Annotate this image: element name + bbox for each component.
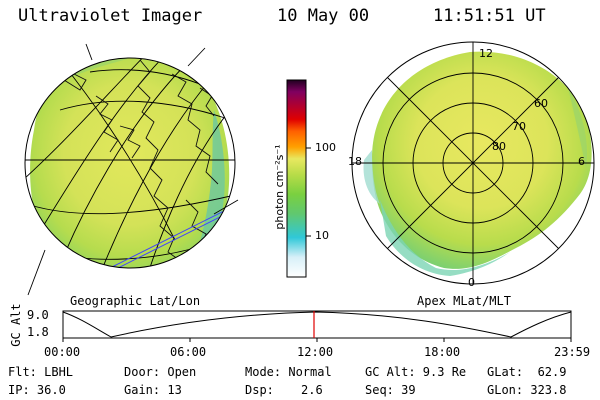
mlat-label-60: 60 (534, 97, 548, 110)
altitude-curve (62, 311, 572, 338)
mlt-label-12: 12 (479, 47, 493, 60)
header-title: Ultraviolet Imager (18, 6, 203, 26)
info-gcalt: GC Alt: 9.3 Re (365, 365, 467, 379)
timeline-ymax: 9.0 (27, 308, 49, 322)
timeline-tick-1800: 18:00 (424, 345, 461, 359)
colorbar-scale (286, 79, 307, 278)
colorbar (286, 79, 311, 278)
right-panel-label: Apex MLat/MLT (417, 294, 511, 308)
mlt-label-18: 18 (348, 155, 362, 168)
colorbar-tick-100: 100 (315, 141, 336, 154)
info-mode: Mode: Normal (245, 365, 332, 379)
timeline-plot (62, 310, 572, 342)
info-seq: Seq: 39 (365, 383, 416, 397)
info-door: Door: Open (124, 365, 197, 379)
left-image-data (30, 58, 230, 268)
info-ip: IP: 36.0 (8, 383, 66, 397)
colorbar-tick-10: 10 (315, 229, 329, 242)
mlt-label-0: 0 (468, 276, 475, 289)
mlat-label-80: 80 (492, 140, 506, 153)
timeline-tick-0000: 00:00 (44, 345, 81, 359)
right-grid (352, 42, 594, 284)
timeline-axis-label: GC Alt (9, 303, 23, 347)
colorbar-unit-label: photon cm⁻²s⁻¹ (273, 144, 286, 230)
left-panel-label: Geographic Lat/Lon (70, 294, 201, 308)
info-dsp-value: 2.6 (301, 383, 323, 397)
header-time: 11:51:51 UT (433, 6, 546, 26)
left-globe (24, 43, 239, 296)
right-image-data (372, 51, 592, 269)
info-dsp-label: Dsp: (245, 383, 274, 397)
header-date: 10 May 00 (277, 6, 370, 26)
mlt-label-6: 6 (578, 155, 585, 168)
info-glon: GLon: 323.8 (487, 383, 567, 397)
timeline-tick-0600: 06:00 (170, 345, 207, 359)
timeline-ymin: 1.8 (27, 325, 49, 339)
info-gain: Gain: 13 (124, 383, 182, 397)
info-glat: GLat: 62.9 (487, 365, 567, 379)
info-flt: Flt: LBHL (8, 365, 74, 379)
mlat-label-70: 70 (512, 120, 526, 133)
timeline-tick-1200: 12:00 (297, 345, 334, 359)
right-polar-plot (351, 41, 595, 285)
timeline-tick-2359: 23:59 (554, 345, 591, 359)
